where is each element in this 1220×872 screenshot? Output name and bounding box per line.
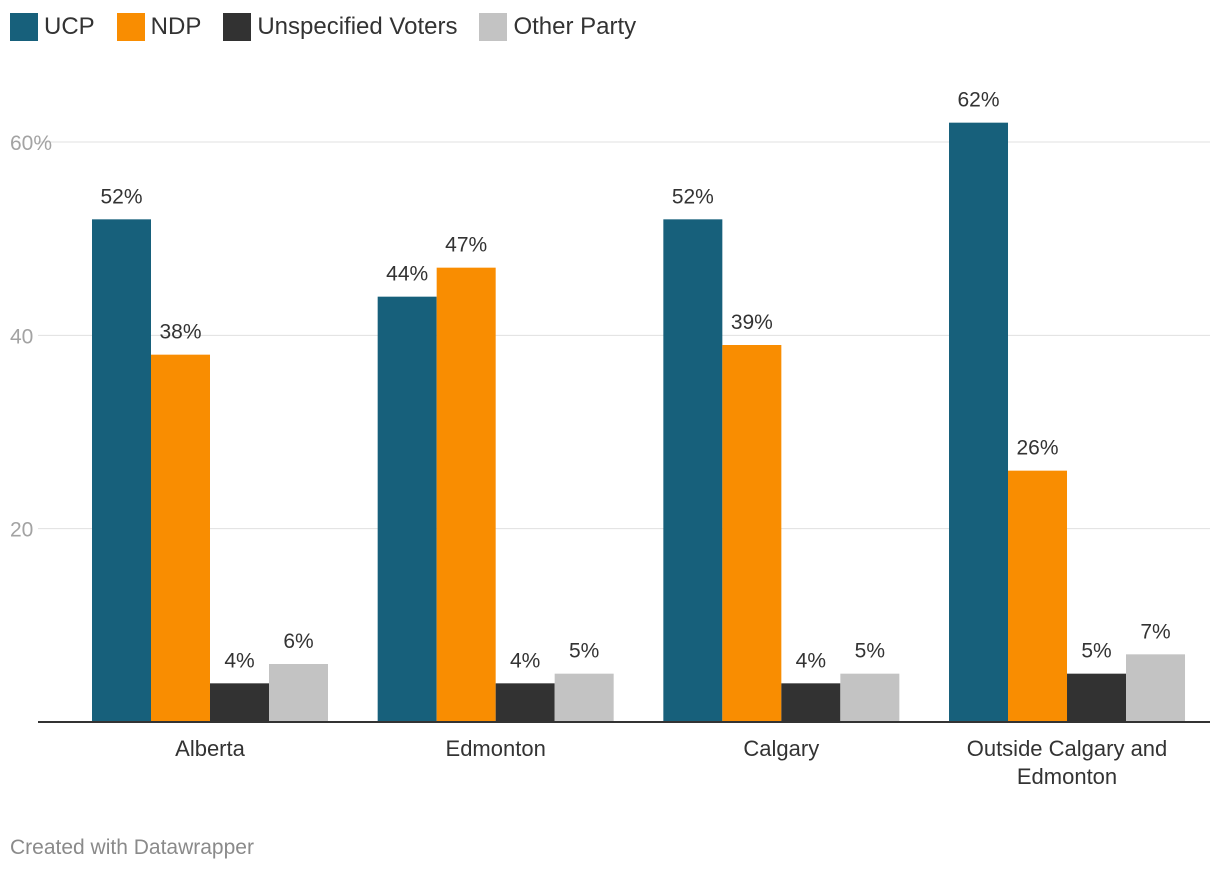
data-label: 39% xyxy=(731,311,773,334)
legend-label-other-party: Other Party xyxy=(513,13,637,40)
x-tick-label: Alberta xyxy=(175,736,245,761)
data-label: 52% xyxy=(672,185,714,208)
bar-unspecified-voters-calgary xyxy=(781,683,841,722)
legend-swatch-ucp xyxy=(10,13,38,41)
legend-swatch-other-party xyxy=(479,13,508,41)
bar-unspecified-voters-alberta xyxy=(210,683,269,722)
bar-other-party-alberta xyxy=(269,664,328,722)
bar-ucp-alberta xyxy=(92,219,151,723)
bar-other-party-outside-calgary-and-edmonton xyxy=(1126,654,1186,722)
bar-ndp-edmonton xyxy=(436,267,496,722)
x-tick-label: Outside Calgary and xyxy=(967,736,1168,761)
y-tick-label: 40 xyxy=(10,325,33,348)
x-tick-label: Calgary xyxy=(743,736,819,761)
chart-legend: UCP NDP Unspecified Voters Other Party xyxy=(10,12,658,42)
legend-item-ndp: NDP xyxy=(116,12,202,42)
bar-ndp-alberta xyxy=(151,354,210,722)
data-label: 4% xyxy=(796,649,826,672)
bar-unspecified-voters-outside-calgary-and-edmonton xyxy=(1067,673,1127,722)
data-label: 38% xyxy=(159,321,201,344)
legend-label-ndp: NDP xyxy=(150,13,202,40)
data-label: 7% xyxy=(1140,620,1170,643)
x-tick-label: Edmonton xyxy=(446,736,546,761)
y-tick-label: 20 xyxy=(10,519,33,542)
data-label: 5% xyxy=(569,640,599,663)
bar-ndp-calgary xyxy=(722,345,782,722)
bar-other-party-calgary xyxy=(840,673,900,722)
bar-ucp-outside-calgary-and-edmonton xyxy=(949,122,1009,722)
bar-ucp-calgary xyxy=(663,219,723,723)
bar-chart: 20 40 60% 52% 38% 4% 6% Alberta 44% 47% 4% 5% Edmont… xyxy=(10,89,1210,789)
bar-other-party-edmonton xyxy=(554,673,614,722)
y-tick-label: 60% xyxy=(10,132,52,155)
data-label: 4% xyxy=(224,649,254,672)
footer-credit: Created with Datawrapper xyxy=(10,836,254,859)
data-label: 44% xyxy=(386,263,428,286)
data-label: 62% xyxy=(957,89,999,112)
data-label: 5% xyxy=(1081,640,1111,663)
bar-unspecified-voters-edmonton xyxy=(495,683,555,722)
legend-item-unspecified-voters: Unspecified Voters xyxy=(223,12,457,42)
legend-swatch-ndp xyxy=(116,13,145,41)
legend-item-other-party: Other Party xyxy=(479,12,636,42)
data-label: 52% xyxy=(100,185,142,208)
x-tick-label: Edmonton xyxy=(1017,764,1117,789)
data-label: 5% xyxy=(855,640,885,663)
legend-swatch-unspecified-voters xyxy=(223,13,252,41)
bar-ucp-edmonton xyxy=(377,296,437,722)
data-label: 6% xyxy=(283,630,313,653)
data-label: 26% xyxy=(1016,437,1058,460)
data-label: 4% xyxy=(510,649,540,672)
legend-item-ucp: UCP xyxy=(10,12,95,42)
legend-label-ucp: UCP xyxy=(44,13,95,40)
bar-ndp-outside-calgary-and-edmonton xyxy=(1008,470,1068,722)
legend-label-unspecified-voters: Unspecified Voters xyxy=(257,13,458,40)
data-label: 47% xyxy=(445,234,487,257)
